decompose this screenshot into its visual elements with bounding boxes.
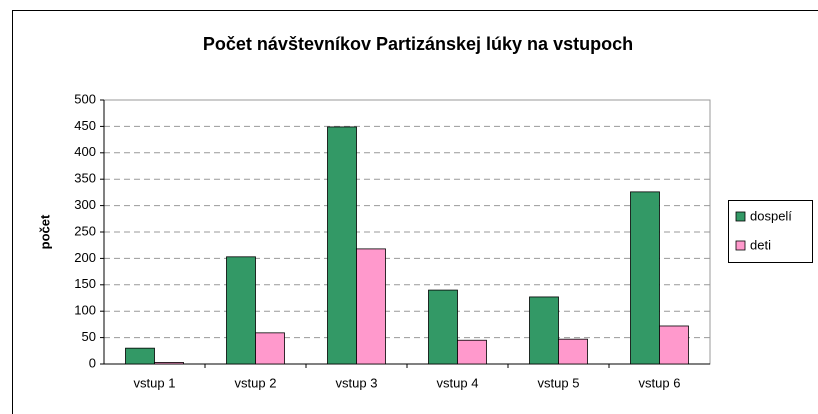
y-tick-label: 0 <box>89 355 96 370</box>
x-tick-label: vstup 5 <box>538 375 580 390</box>
bar <box>457 339 487 365</box>
x-tick-label: vstup 4 <box>437 375 479 390</box>
chart-title: Počet návštevníkov Partizánskej lúky na … <box>203 34 633 54</box>
bar <box>255 332 285 365</box>
legend-swatch <box>735 240 746 251</box>
y-tick-label: 350 <box>74 171 96 186</box>
x-tick-label: vstup 1 <box>134 375 176 390</box>
y-tick-label: 150 <box>74 276 96 291</box>
legend-label: deti <box>750 237 771 252</box>
bar <box>154 362 184 365</box>
y-tick-label: 400 <box>74 144 96 159</box>
bar <box>558 338 588 365</box>
bar <box>125 347 155 365</box>
y-tick-label: 300 <box>74 197 96 212</box>
y-tick-label: 200 <box>74 250 96 265</box>
bar <box>428 289 458 365</box>
x-tick-label: vstup 2 <box>235 375 277 390</box>
bar <box>659 325 689 365</box>
legend <box>728 200 813 263</box>
bar <box>226 256 256 365</box>
y-tick-label: 450 <box>74 118 96 133</box>
bar <box>327 126 357 365</box>
x-tick-label: vstup 3 <box>336 375 378 390</box>
legend-label: dospelí <box>750 208 792 223</box>
legend-swatch <box>735 211 746 222</box>
y-tick-label: 500 <box>74 91 96 106</box>
bar <box>529 296 559 365</box>
bar <box>356 248 386 365</box>
bar <box>630 191 660 365</box>
y-tick-label: 100 <box>74 303 96 318</box>
y-axis-label: počet <box>37 214 52 249</box>
x-tick-label: vstup 6 <box>639 375 681 390</box>
y-tick-label: 50 <box>82 329 96 344</box>
y-tick-label: 250 <box>74 223 96 238</box>
